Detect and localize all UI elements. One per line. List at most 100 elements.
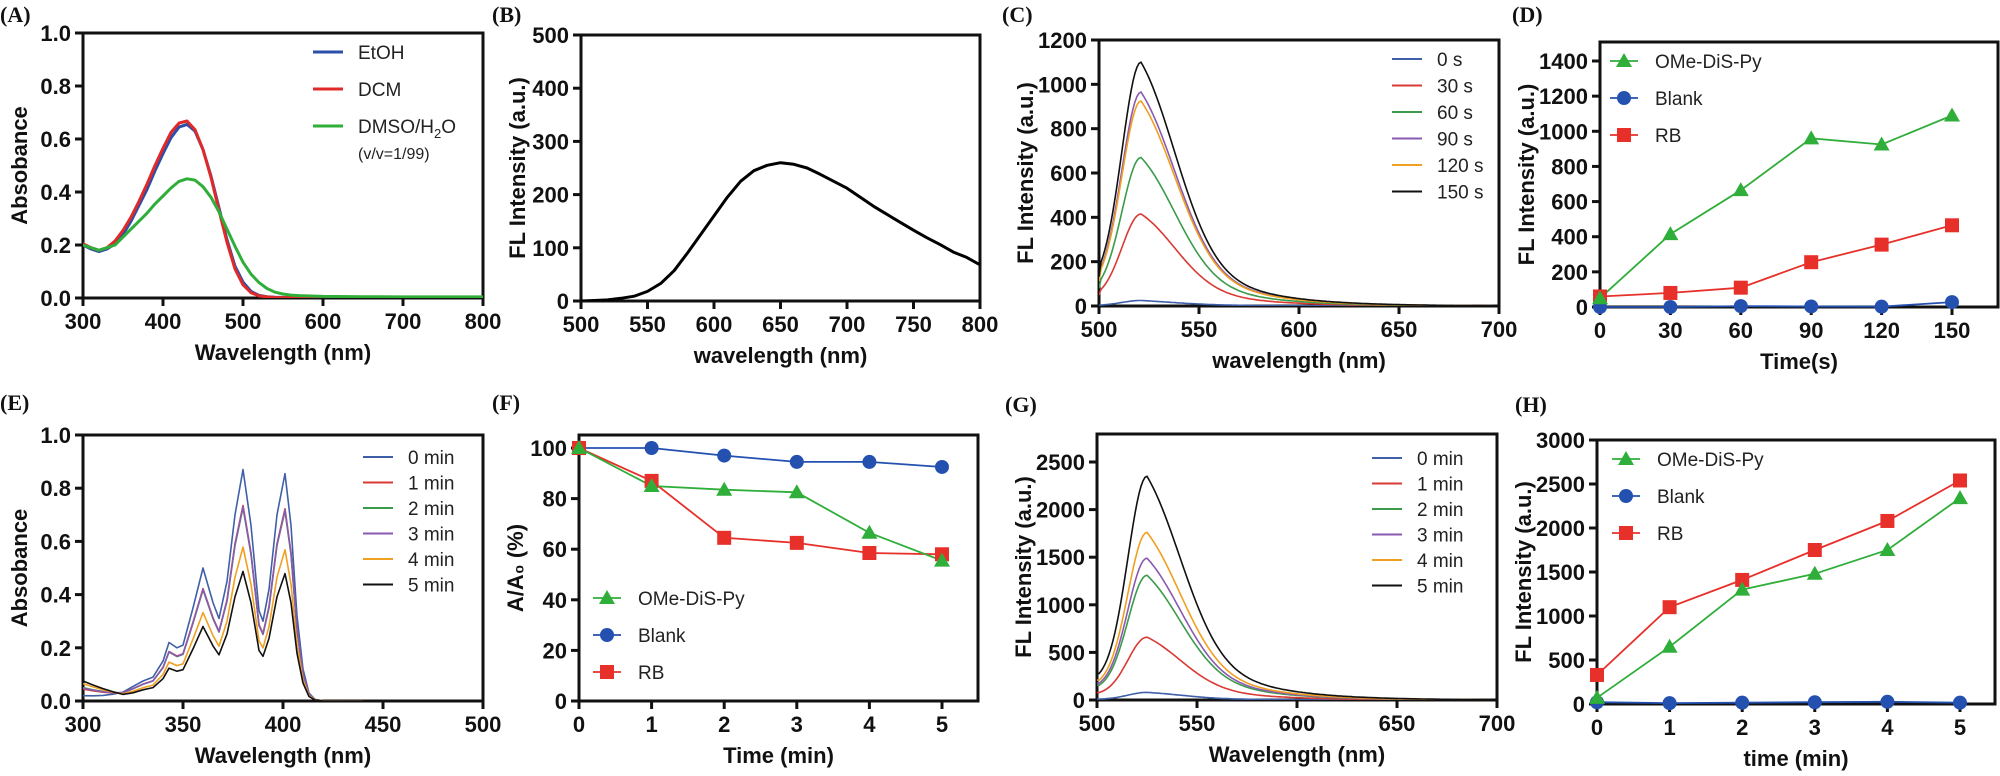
x-tick-label: 3 [791, 712, 803, 737]
y-tick-label: 400 [1551, 225, 1588, 250]
x-tick-label: 1 [645, 712, 657, 737]
x-tick-label: 550 [1181, 317, 1218, 342]
series-line-5-min [83, 570, 363, 701]
x-tick-label: 0 [1591, 715, 1603, 740]
y-tick-label: 200 [1551, 260, 1588, 285]
series-line-0-min [1097, 691, 1497, 700]
legend-label: RB [638, 663, 664, 684]
data-point-rb [1590, 667, 1604, 682]
x-tick-label: 450 [365, 712, 402, 737]
x-tick-label: 300 [65, 712, 102, 737]
panel-label: (D) [1512, 2, 1543, 27]
legend: 0 min 1 min 2 min 3 min 4 min 5 min [363, 448, 454, 597]
y-tick-label: 0 [557, 289, 569, 314]
legend-label-tail: O [441, 117, 456, 138]
y-tick-label: 600 [1050, 161, 1087, 186]
legend-marker [1616, 53, 1632, 67]
x-axis-title: Wavelength (nm) [195, 743, 371, 768]
x-tick-label: 600 [696, 312, 733, 337]
x-tick-label: 700 [829, 312, 866, 337]
y-tick-label: 0.6 [40, 529, 71, 554]
y-tick-label: 2000 [1036, 498, 1085, 523]
data-point-rb [1663, 285, 1678, 300]
y-axis-title: A/A₀ (%) [503, 524, 528, 612]
data-point-ome-dis-py [1806, 565, 1823, 580]
data-point-rb [1662, 600, 1677, 615]
panel-label: (A) [0, 2, 31, 27]
legend-label-note: (v/v=1/99) [358, 146, 430, 163]
panel-label: (B) [492, 2, 521, 27]
data-point-rb [1804, 255, 1819, 270]
y-tick-label: 0 [1576, 295, 1588, 320]
x-tick-label: 500 [563, 312, 600, 337]
data-point-ome-dis-py [1944, 107, 1960, 122]
series-line-1-min [1097, 636, 1497, 700]
x-tick-label: 700 [1479, 711, 1516, 736]
legend-marker [1617, 91, 1631, 105]
y-tick-label: 1200 [1038, 28, 1087, 53]
y-tick-label: 0.8 [40, 476, 71, 501]
data-point-ome-dis-py [1952, 490, 1968, 505]
data-point-rb [1880, 513, 1895, 528]
legend-marker [600, 628, 614, 642]
x-tick-label: 3 [1809, 715, 1821, 740]
y-tick-label: 800 [1551, 154, 1588, 179]
series-line-0-min [83, 468, 363, 701]
x-tick-label: 650 [762, 312, 799, 337]
legend-label: 90 s [1437, 130, 1473, 151]
x-axis-title: Wavelength (nm) [195, 340, 371, 365]
legend-label: 4 min [408, 550, 454, 571]
data-point-ome-dis-py [788, 484, 805, 499]
x-axis-title: Time(s) [1760, 349, 1838, 374]
data-point-blank [717, 448, 732, 463]
x-tick-label: 400 [265, 712, 302, 737]
legend: 0 s 30 s 60 s 90 s 120 s 150 s [1392, 50, 1483, 204]
x-tick-label: 90 [1799, 318, 1823, 343]
panel-g: (G)500 550 600 650 70005001000150020002500Wa… [1005, 392, 1515, 767]
x-tick-label: 600 [1279, 711, 1316, 736]
legend-label: 150 s [1437, 183, 1483, 204]
x-tick-label: 2 [1736, 715, 1748, 740]
panel-e: (E) 300 350 400 450 500 0.0 0.2 0.4 0.6 0.8 1.0 Wave… [0, 390, 501, 768]
y-tick-label: 200 [532, 183, 569, 208]
y-tick-label: 400 [532, 76, 569, 101]
y-tick-label: 0.0 [40, 286, 71, 311]
series-line-ome-dis-py [1599, 114, 1953, 299]
x-axis-title: time (min) [1743, 746, 1848, 771]
y-tick-label: 200 [1050, 250, 1087, 275]
panel-a: (A) 300 400 500 600 700 800 0.0 0.2 0.4 0.6 0.8 1.0 W… [0, 2, 501, 365]
legend-marker [1618, 451, 1634, 465]
data-point-rb [1874, 237, 1889, 252]
y-tick-label: 1000 [1536, 604, 1585, 629]
y-tick-label: 300 [532, 129, 569, 154]
data-point-blank [1874, 299, 1889, 314]
legend-label: 0 min [1417, 449, 1463, 470]
series-line-60-s [1099, 156, 1499, 306]
x-tick-label: 350 [165, 712, 202, 737]
y-tick-label: 500 [1048, 640, 1085, 665]
series-line-blank [579, 447, 943, 468]
legend-label: 2 min [408, 499, 454, 520]
y-tick-label: 80 [543, 487, 567, 512]
y-tick-label: 0.8 [40, 74, 71, 99]
x-tick-label: 650 [1379, 711, 1416, 736]
data-point-ome-dis-py [1661, 638, 1678, 653]
data-point-ome-dis-py [1803, 130, 1820, 145]
series-line-rb [1596, 479, 1961, 676]
x-tick-label: 0 [1594, 318, 1606, 343]
data-point-rb [1807, 543, 1822, 557]
data-point-blank [1953, 695, 1967, 710]
legend-label: Blank [638, 626, 686, 647]
series-line-blank [1600, 301, 1953, 308]
legend-label: 60 s [1437, 103, 1473, 124]
y-axis-title: FL Intensity (a.u.) [1511, 481, 1536, 663]
data-point-rb [1945, 218, 1959, 233]
x-tick-label: 500 [465, 712, 502, 737]
y-tick-label: 400 [1050, 205, 1087, 230]
series-line-dmso-h-o-v-v-1-99- [83, 177, 483, 298]
legend-label: OMe-DiS-Py [1657, 450, 1764, 471]
x-tick-label: 120 [1863, 318, 1900, 343]
x-axis-title: Wavelength (nm) [1209, 742, 1385, 767]
legend: EtOH DCM DMSO/H2O (v/v=1/99) [313, 43, 456, 163]
data-point-ome-dis-py [1873, 136, 1890, 151]
